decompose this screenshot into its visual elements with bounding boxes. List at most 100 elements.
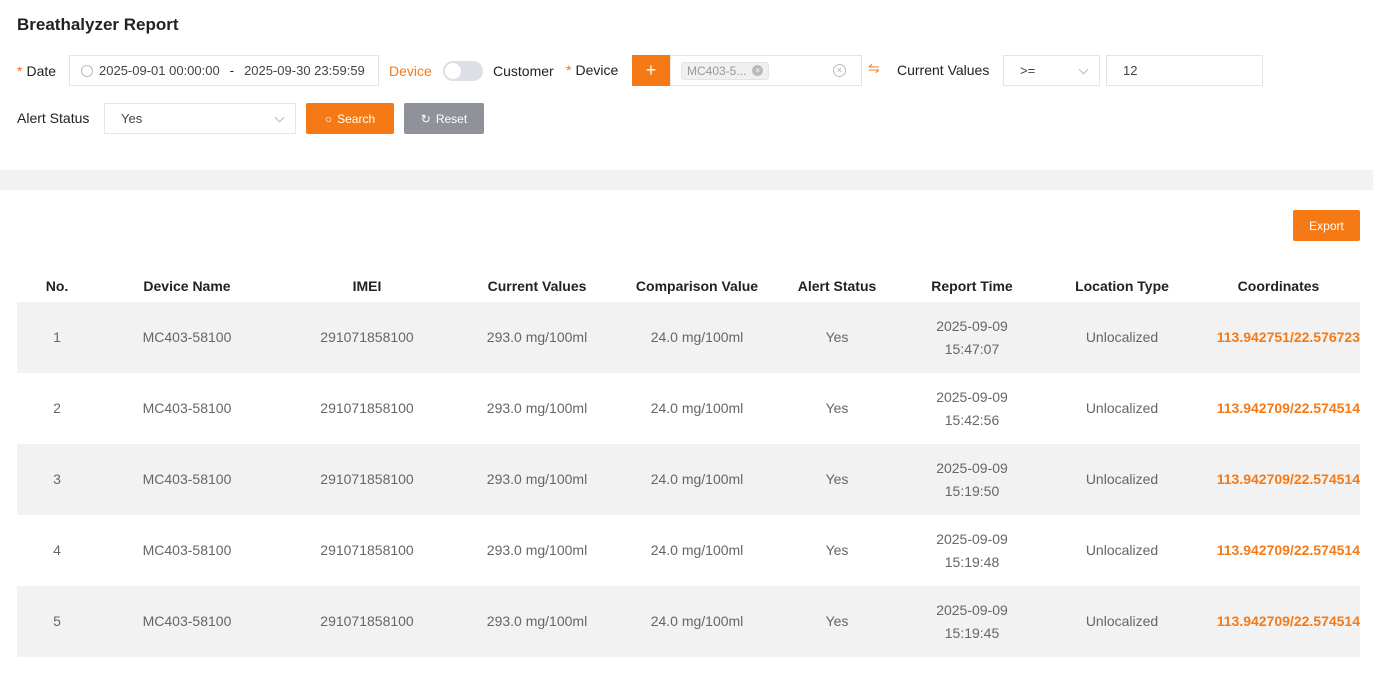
coordinates-link-text[interactable]: 113.942751/22.576723 [1216, 329, 1360, 345]
add-device-button[interactable]: + [632, 55, 670, 86]
comparison-value-text: 24.0 mg/100ml [650, 329, 744, 345]
search-icon: ○ [324, 111, 333, 126]
report-time-text: 15:19:50 [944, 482, 1000, 499]
coordinates-link-text[interactable]: 113.942709/22.574514 [1216, 471, 1360, 487]
imei-text: 291071858100 [320, 400, 414, 416]
coordinates-link-text[interactable]: 113.942709/22.574514 [1216, 542, 1360, 558]
coordinates-link[interactable]: 113.942751/22.576723 [1197, 302, 1360, 373]
date-range-picker[interactable]: 2025-09-01 00:00:00 - 2025-09-30 23:59:5… [69, 55, 379, 86]
coordinates-link-text[interactable]: 113.942709/22.574514 [1216, 400, 1360, 416]
current-value-text: 293.0 mg/100ml [486, 542, 588, 558]
location-type: Unlocalized [1047, 373, 1197, 444]
imei: 291071858100 [277, 444, 457, 515]
search-button-label: Search [337, 111, 376, 126]
device-tag-text: MC403-5... [687, 63, 747, 78]
clear-icon[interactable]: × [833, 64, 846, 77]
col-comparison-value: Comparison Value [635, 278, 759, 294]
date-start[interactable]: 2025-09-01 00:00:00 [99, 63, 220, 78]
col-alert-status: Alert Status [797, 278, 877, 294]
chevron-down-icon [1078, 64, 1089, 75]
comparison-value: 24.0 mg/100ml [617, 586, 777, 657]
location-type-text: Unlocalized [1085, 471, 1159, 487]
device-name-text: MC403-58100 [142, 542, 232, 558]
toggle-customer-label[interactable]: Customer [493, 63, 554, 79]
device-name-text: MC403-58100 [142, 613, 232, 629]
report-time: 2025-09-09 15:19:50 [897, 444, 1047, 515]
date-end[interactable]: 2025-09-30 23:59:59 [244, 63, 365, 78]
report-time-text: 15:42:56 [944, 411, 1000, 428]
report-time-text: 2025-09-09 [936, 601, 1008, 618]
imei: 291071858100 [277, 586, 457, 657]
toggle-device-label[interactable]: Device [389, 63, 432, 79]
coordinates-link[interactable]: 113.942709/22.574514 [1197, 373, 1360, 444]
col-current-values: Current Values [487, 278, 587, 294]
value-input-text[interactable]: 12 [1123, 63, 1138, 78]
reset-button-label: Reset [435, 111, 468, 126]
row-no: 3 [17, 444, 97, 515]
comparison-value-text: 24.0 mg/100ml [650, 471, 744, 487]
coordinates-link[interactable]: 113.942709/22.574514 [1197, 444, 1360, 515]
reset-button[interactable]: ↻ Reset [404, 103, 484, 134]
alert-status-select[interactable]: Yes [104, 103, 296, 134]
alert-status-value: Yes [121, 111, 143, 126]
current-value-text: 293.0 mg/100ml [486, 613, 588, 629]
table-header: No. Device Name IMEI Current Values Comp… [17, 270, 1360, 302]
location-type-text: Unlocalized [1085, 329, 1159, 345]
date-label-text: Date [26, 63, 57, 79]
search-button[interactable]: ○ Search [306, 103, 394, 134]
coordinates-link[interactable]: 113.942709/22.574514 [1197, 515, 1360, 586]
device-name: MC403-58100 [97, 515, 277, 586]
alert-status: Yes [777, 515, 897, 586]
device-customer-toggle[interactable] [443, 61, 483, 81]
comparison-value: 24.0 mg/100ml [617, 444, 777, 515]
coordinates-link[interactable]: 113.942709/22.574514 [1197, 586, 1360, 657]
current-value-text: 293.0 mg/100ml [486, 329, 588, 345]
location-type: Unlocalized [1047, 586, 1197, 657]
device-name: MC403-58100 [97, 302, 277, 373]
location-type-text: Unlocalized [1085, 613, 1159, 629]
col-device-name: Device Name [143, 278, 231, 294]
alert-status-text: Yes [825, 471, 849, 487]
table-row: 1 MC403-58100 291071858100 293.0 mg/100ml 24… [17, 302, 1360, 373]
comparison-value-text: 24.0 mg/100ml [650, 400, 744, 416]
device-name: MC403-58100 [97, 373, 277, 444]
tag-close-icon[interactable]: × [752, 65, 764, 76]
comparison-value: 24.0 mg/100ml [617, 373, 777, 444]
coordinates-link-text[interactable]: 113.942709/22.574514 [1216, 613, 1360, 629]
location-type-text: Unlocalized [1085, 400, 1159, 416]
alert-status-text: Yes [825, 542, 849, 558]
export-button[interactable]: Export [1293, 210, 1360, 241]
row-no-text: 4 [53, 542, 61, 558]
col-location-type: Location Type [1075, 278, 1169, 294]
row-no: 4 [17, 515, 97, 586]
device-label-text: Device [575, 62, 619, 78]
report-time-text: 15:19:48 [944, 553, 1000, 570]
col-imei: IMEI [352, 278, 382, 294]
current-values-label: Current Values [897, 62, 990, 78]
table-row: 4 MC403-58100 291071858100 293.0 mg/100ml 24… [17, 515, 1360, 586]
row-no-text: 2 [53, 400, 61, 416]
imei-text: 291071858100 [320, 471, 414, 487]
page-title: Breathalyzer Report [17, 15, 179, 34]
comparison-value: 24.0 mg/100ml [617, 302, 777, 373]
device-label: * Device [566, 62, 619, 78]
report-time: 2025-09-09 15:19:45 [897, 586, 1047, 657]
alert-status-text: Yes [825, 400, 849, 416]
table-row: 3 MC403-58100 291071858100 293.0 mg/100ml 24… [17, 444, 1360, 515]
device-tag: MC403-5... × [681, 61, 770, 80]
operator-select[interactable]: >= [1003, 55, 1100, 86]
imei-text: 291071858100 [320, 613, 414, 629]
device-select[interactable]: MC403-5... × × [670, 55, 862, 86]
col-coordinates: Coordinates [1237, 278, 1320, 294]
date-separator: - [229, 63, 235, 78]
value-input[interactable]: 12 [1106, 55, 1263, 86]
imei: 291071858100 [277, 373, 457, 444]
swap-icon[interactable]: ⇋ [868, 60, 880, 76]
report-time-text: 15:19:45 [944, 624, 1000, 641]
report-time-text: 15:47:07 [944, 340, 1000, 357]
location-type-text: Unlocalized [1085, 542, 1159, 558]
comparison-value-text: 24.0 mg/100ml [650, 613, 744, 629]
location-type: Unlocalized [1047, 515, 1197, 586]
report-time-text: 2025-09-09 [936, 388, 1008, 405]
imei: 291071858100 [277, 515, 457, 586]
